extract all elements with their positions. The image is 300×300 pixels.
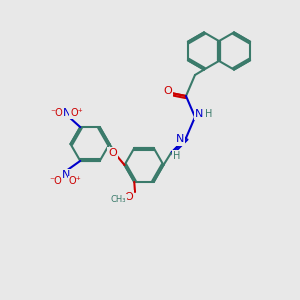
Text: H: H [173, 151, 181, 161]
Text: N: N [195, 109, 204, 119]
Text: ⁻O: ⁻O [49, 176, 62, 187]
Text: H: H [205, 109, 212, 119]
Text: O: O [108, 148, 117, 158]
Text: ⁻O: ⁻O [51, 107, 63, 118]
Text: CH₃: CH₃ [111, 195, 126, 204]
Text: O⁺: O⁺ [69, 176, 81, 187]
Text: O: O [164, 86, 172, 97]
Text: O⁺: O⁺ [70, 107, 83, 118]
Text: N: N [62, 170, 70, 181]
Text: O: O [124, 191, 134, 202]
Text: N: N [63, 107, 72, 118]
Text: N: N [176, 134, 184, 145]
